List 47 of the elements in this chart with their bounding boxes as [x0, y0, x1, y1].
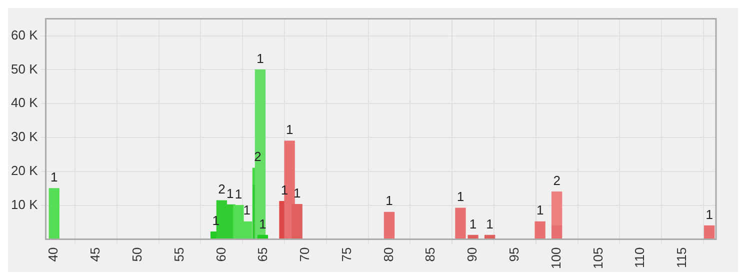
annotation: 1: [706, 206, 713, 222]
x-tick-label: 65: [255, 247, 270, 262]
bar: [254, 69, 266, 240]
y-tick-label: 50 K: [10, 61, 38, 76]
x-tick-label: 110: [632, 247, 648, 268]
annotation: 1: [286, 122, 294, 138]
annotation: 1: [226, 186, 234, 201]
annotation: 1: [280, 182, 288, 198]
bar: [292, 204, 302, 240]
bar: [534, 221, 546, 240]
annotation: 1: [469, 216, 477, 232]
annotation: 1: [536, 202, 544, 218]
x-tick-label: 115: [674, 247, 690, 268]
x-tick-label: 45: [88, 247, 103, 262]
x-tick-label: 80: [380, 247, 396, 262]
annotation: 1: [293, 185, 301, 200]
x-tick-label: 95: [506, 247, 522, 262]
bar: [384, 212, 395, 240]
annotation: 1: [256, 50, 264, 66]
x-tick-label: 70: [297, 247, 312, 262]
y-tick-label: 40 K: [10, 95, 38, 110]
bar: [551, 225, 562, 240]
bar: [551, 191, 562, 226]
bar: [455, 208, 466, 240]
x-tick-label: 100: [548, 247, 564, 270]
annotation: 1: [486, 216, 494, 232]
y-tick-label: 30 K: [10, 129, 38, 144]
x-tick-label: 60: [213, 247, 228, 262]
y-tick-label: 60 K: [10, 27, 38, 42]
x-tick-label: 40: [46, 247, 61, 262]
bar: [704, 225, 715, 240]
x-tick-label: 85: [422, 247, 438, 262]
x-tick-label: 50: [129, 247, 144, 262]
x-tick-label: 55: [171, 247, 186, 262]
x-tick-label: 90: [464, 247, 480, 262]
annotation: 1: [456, 189, 464, 204]
annotation: 1: [243, 202, 250, 218]
annotation: 2: [218, 182, 226, 197]
bar: [48, 188, 60, 240]
annotation: 1: [234, 186, 242, 202]
annotation: 1: [50, 170, 58, 184]
y-tick-label: 20 K: [10, 163, 38, 178]
x-tick-label: 75: [338, 247, 354, 262]
annotation: 1: [386, 193, 393, 208]
annotation: 2: [553, 172, 560, 188]
x-tick-label: 105: [590, 247, 606, 270]
y-tick-label: 10 K: [10, 196, 38, 212]
